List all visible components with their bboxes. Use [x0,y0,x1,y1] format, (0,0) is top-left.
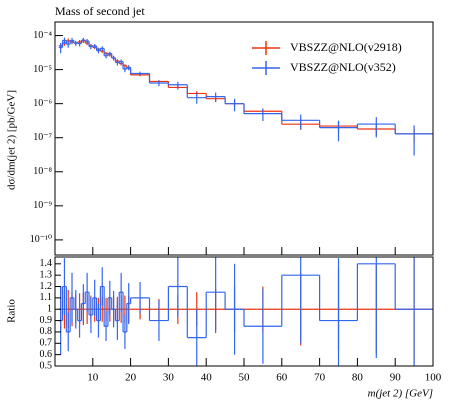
x-tick-label: 10 [87,372,99,384]
ratio-plot [58,257,433,366]
ratio-y-tick-label: 0.8 [40,326,53,337]
x-tick-label: 40 [201,372,213,384]
x-tick-label: 50 [239,372,251,384]
legend-label: VBSZZ@NLO(v352) [290,60,396,74]
x-axis-label: m(jet 2) [GeV] [368,388,433,400]
y-tick-label: 10⁻⁴ [33,30,52,41]
x-tick-label: 30 [163,372,175,384]
x-tick-label: 60 [276,372,288,384]
ratio-y-tick-label: 1.1 [40,292,53,303]
x-tick-label: 70 [314,372,326,384]
y-tick-label: 10⁻⁵ [33,64,52,75]
ratio-axis-label: Ratio [6,299,18,323]
ratio-y-tick-label: 1.4 [40,258,53,269]
ratio-y-tick-label: 0.9 [40,315,53,326]
y-tick-label: 10⁻⁶ [33,98,52,109]
x-tick-label: 100 [425,372,442,384]
x-tick-label: 90 [390,372,402,384]
ratio-y-tick-label: 0.5 [40,360,53,371]
ratio-y-tick-label: 1.2 [40,281,53,292]
legend-label: VBSZZ@NLO(v2918) [290,40,402,54]
y-axis-label: dσ/dm(jet 2) [pb/GeV] [6,90,18,190]
y-tick-label: 10⁻⁹ [33,200,52,211]
ratio-y-tick-label: 0.7 [40,338,53,349]
y-tick-label: 10⁻⁷ [33,132,52,143]
chart-title: Mass of second jet [55,4,145,18]
ratio-y-tick-label: 1.3 [40,269,53,280]
x-tick-label: 80 [352,372,364,384]
y-tick-label: 10⁻⁸ [33,166,52,177]
main-plot [58,37,433,156]
x-tick-label: 20 [125,372,137,384]
ratio-y-tick-label: 1 [47,304,52,315]
y-tick-label: 10⁻¹⁰ [30,234,52,245]
ratio-y-tick-label: 0.6 [40,349,53,360]
